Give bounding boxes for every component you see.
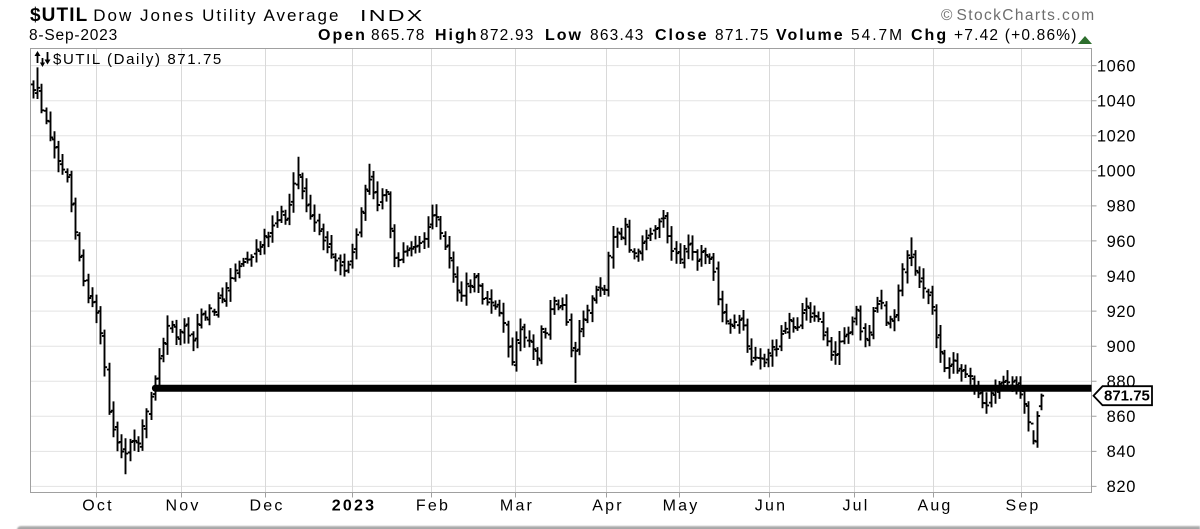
svg-text:980: 980 [1107,198,1136,216]
svg-text:Feb: Feb [416,498,450,515]
svg-text:1000: 1000 [1097,163,1136,181]
svg-text:Jul: Jul [842,498,869,515]
svg-text:May: May [663,498,700,515]
svg-text:Jun: Jun [755,498,787,515]
svg-text:920: 920 [1107,303,1136,321]
svg-text:940: 940 [1107,268,1136,286]
svg-text:1040: 1040 [1097,93,1136,111]
svg-text:900: 900 [1107,338,1136,356]
svg-text:Apr: Apr [592,498,624,515]
svg-text:860: 860 [1107,408,1136,426]
svg-text:820: 820 [1107,478,1136,496]
svg-text:840: 840 [1107,443,1136,461]
svg-text:Mar: Mar [500,498,534,515]
svg-text:$UTIL (Daily) 871.75: $UTIL (Daily) 871.75 [53,51,223,68]
svg-text:Oct: Oct [82,498,114,515]
svg-text:1020: 1020 [1097,128,1136,146]
svg-text:1060: 1060 [1097,57,1136,75]
svg-text:960: 960 [1107,233,1136,251]
svg-text:Aug: Aug [917,498,952,515]
svg-text:Nov: Nov [165,498,200,515]
svg-text:2023: 2023 [332,498,376,515]
svg-text:Dec: Dec [249,498,284,515]
svg-text:Sep: Sep [1005,498,1040,515]
svg-text:871.75: 871.75 [1104,387,1150,404]
